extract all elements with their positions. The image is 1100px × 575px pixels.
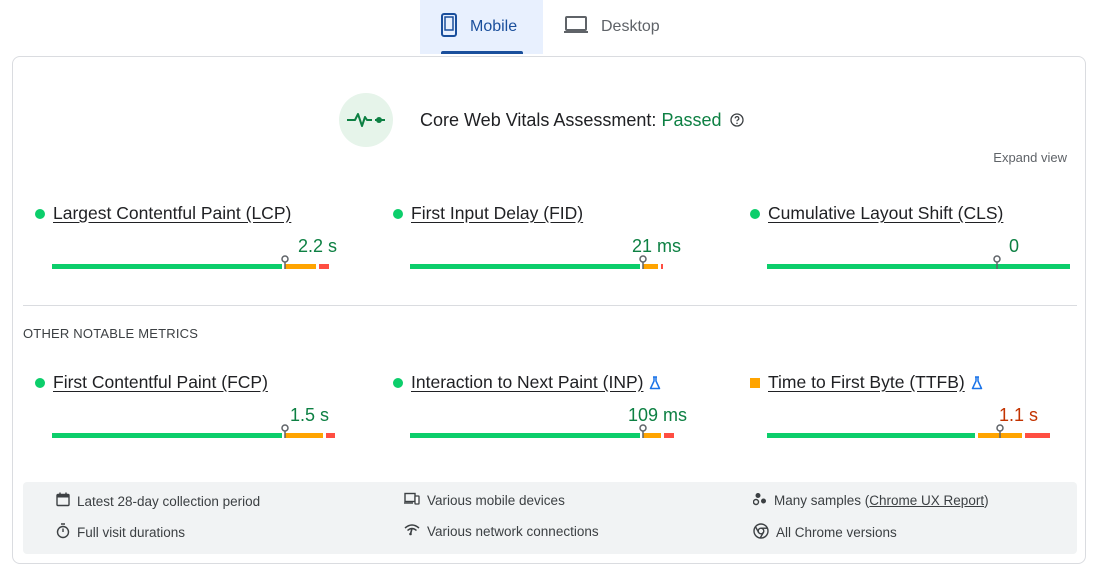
- help-circle-icon[interactable]: [730, 113, 745, 127]
- tab-mobile[interactable]: Mobile: [420, 0, 543, 54]
- distribution-bar: [410, 424, 720, 438]
- distribution-segment-needs-improvement: [285, 264, 317, 269]
- smartphone-icon: [440, 12, 470, 42]
- distribution-segment-poor: [319, 264, 329, 269]
- distribution-segment-good: [52, 433, 283, 438]
- samples-icon: [752, 492, 774, 509]
- metric-name-link[interactable]: Cumulative Layout Shift (CLS): [768, 203, 1004, 223]
- assessment-status: Passed: [661, 109, 722, 130]
- timer-icon: [56, 523, 77, 542]
- other-metrics-heading: OTHER NOTABLE METRICS: [23, 326, 199, 341]
- footer-item-chrome: All Chrome versions: [753, 523, 897, 542]
- calendar-icon: [56, 492, 77, 510]
- footer-text: Latest 28-day collection period: [77, 493, 261, 509]
- experimental-flask-icon: [971, 375, 983, 390]
- percentile-marker-icon: [638, 424, 648, 438]
- wifi-icon: [404, 523, 427, 539]
- metric-inp: Interaction to Next Paint (INP) 109 ms: [393, 372, 733, 438]
- footer-text: All Chrome versions: [776, 525, 897, 540]
- metric-name-link[interactable]: Largest Contentful Paint (LCP): [53, 203, 292, 223]
- chrome-ux-report-link[interactable]: Chrome UX Report: [869, 493, 985, 508]
- metric-value: 1.5 s: [289, 405, 329, 425]
- assessment-title: Core Web Vitals Assessment: Passed: [420, 110, 721, 131]
- metric-cls: Cumulative Layout Shift (CLS) 0: [750, 203, 1090, 269]
- good-status-dot: [750, 208, 760, 219]
- footer-item-network: Various network connections: [404, 523, 599, 539]
- distribution-segment-needs-improvement: [642, 433, 662, 438]
- footer-text: Various network connections: [427, 523, 599, 539]
- data-source-footer: Latest 28-day collection period Full vis…: [23, 482, 1077, 554]
- percentile-marker-icon: [992, 255, 1002, 269]
- percentile-marker-icon: [280, 255, 290, 269]
- good-status-dot: [393, 208, 403, 219]
- footer-item-collection: Latest 28-day collection period: [56, 492, 260, 510]
- chrome-icon: [753, 523, 776, 542]
- distribution-segment-good: [410, 433, 640, 438]
- metric-value: 1.1 s: [998, 405, 1038, 425]
- tab-label: Desktop: [601, 18, 660, 35]
- metric-fcp: First Contentful Paint (FCP) 1.5 s: [35, 372, 375, 438]
- distribution-bar: [52, 255, 363, 269]
- heartbeat-icon: [339, 93, 393, 147]
- metric-value: 2.2 s: [297, 236, 337, 256]
- distribution-bar: [767, 255, 1073, 269]
- report-card: Core Web Vitals Assessment: Passed Expand…: [12, 56, 1086, 564]
- footer-item-samples: Many samples (Chrome UX Report): [752, 492, 989, 509]
- metric-value: 0: [1008, 236, 1019, 256]
- footer-text: ): [984, 493, 989, 508]
- percentile-marker-icon: [995, 424, 1005, 438]
- distribution-segment-needs-improvement: [642, 264, 659, 269]
- tab-label: Mobile: [470, 18, 518, 35]
- footer-text: Various mobile devices: [427, 493, 565, 508]
- distribution-segment-good: [767, 264, 1070, 269]
- distribution-segment-needs-improvement: [285, 433, 323, 438]
- metric-name-link[interactable]: Time to First Byte (TTFB): [768, 372, 965, 392]
- metric-value: 109 ms: [627, 405, 687, 425]
- distribution-segment-good: [410, 264, 640, 269]
- distribution-segment-poor: [661, 264, 664, 269]
- metric-name-link[interactable]: Interaction to Next Paint (INP): [411, 372, 644, 392]
- metric-lcp: Largest Contentful Paint (LCP) 2.2 s: [35, 203, 375, 269]
- distribution-segment-good: [767, 433, 976, 438]
- footer-item-devices: Various mobile devices: [404, 492, 565, 509]
- distribution-segment-poor: [325, 433, 336, 438]
- metric-fid: First Input Delay (FID) 21 ms: [393, 203, 733, 269]
- metric-name-link[interactable]: First Input Delay (FID): [411, 203, 584, 223]
- distribution-segment-poor: [664, 433, 674, 438]
- distribution-segment-good: [52, 264, 283, 269]
- good-status-dot: [35, 377, 45, 388]
- active-tab-indicator: [441, 51, 523, 54]
- good-status-dot: [393, 377, 403, 388]
- section-divider: [23, 305, 1077, 306]
- footer-item-visits: Full visit durations: [56, 523, 185, 542]
- assessment-header: Core Web Vitals Assessment: Passed: [339, 93, 745, 147]
- footer-text: Full visit durations: [77, 525, 186, 540]
- distribution-segment-poor: [1025, 433, 1051, 438]
- expand-view-link[interactable]: Expand view: [993, 150, 1067, 165]
- experimental-flask-icon: [649, 375, 661, 390]
- tab-desktop[interactable]: Desktop: [543, 0, 673, 54]
- footer-text: Many samples (: [774, 493, 870, 508]
- distribution-bar: [767, 424, 1078, 438]
- metric-name-link[interactable]: First Contentful Paint (FCP): [53, 372, 268, 392]
- laptop-icon: [563, 15, 601, 40]
- distribution-bar: [52, 424, 363, 438]
- percentile-marker-icon: [638, 255, 648, 269]
- metric-value: 21 ms: [631, 236, 681, 256]
- distribution-bar: [410, 255, 720, 269]
- assessment-label: Core Web Vitals Assessment:: [420, 109, 657, 130]
- percentile-marker-icon: [280, 424, 290, 438]
- device-tabs: Mobile Desktop: [420, 0, 673, 54]
- metric-ttfb: Time to First Byte (TTFB) 1.1 s: [750, 372, 1090, 438]
- devices-icon: [404, 492, 427, 509]
- good-status-dot: [35, 208, 45, 219]
- average-status-square: [750, 377, 760, 388]
